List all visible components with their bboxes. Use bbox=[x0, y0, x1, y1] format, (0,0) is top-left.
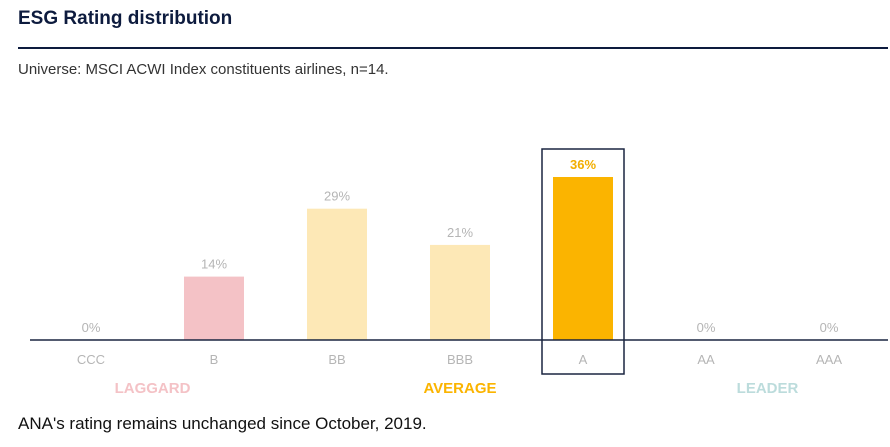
category-label-bb: BB bbox=[328, 352, 345, 367]
chart-title: ESG Rating distribution bbox=[18, 8, 233, 29]
bar-bbb bbox=[430, 244, 490, 340]
bar-a bbox=[553, 177, 613, 340]
value-label-bbb: 21% bbox=[447, 225, 473, 240]
value-label-aa: 0% bbox=[697, 320, 716, 335]
category-label-a: A bbox=[579, 352, 588, 367]
value-label-bb: 29% bbox=[324, 189, 350, 204]
category-label-aa: AA bbox=[697, 352, 715, 367]
bar-bb bbox=[307, 208, 367, 340]
category-label-aaa: AAA bbox=[816, 352, 842, 367]
group-label-laggard: LAGGARD bbox=[115, 380, 191, 397]
highlight-frame bbox=[541, 148, 625, 375]
bar-b bbox=[184, 276, 244, 340]
group-label-average: AVERAGE bbox=[423, 380, 496, 397]
footer-note: ANA's rating remains unchanged since Oct… bbox=[18, 414, 427, 433]
group-label-leader: LEADER bbox=[737, 380, 799, 397]
value-label-ccc: 0% bbox=[82, 320, 101, 335]
value-label-a: 36% bbox=[570, 157, 596, 172]
chart-subtitle: Universe: MSCI ACWI Index constituents a… bbox=[18, 61, 389, 78]
category-label-ccc: CCC bbox=[77, 352, 105, 367]
title-underline bbox=[18, 47, 888, 49]
value-label-aaa: 0% bbox=[820, 320, 839, 335]
category-label-bbb: BBB bbox=[447, 352, 473, 367]
value-label-b: 14% bbox=[201, 257, 227, 272]
category-label-b: B bbox=[210, 352, 219, 367]
